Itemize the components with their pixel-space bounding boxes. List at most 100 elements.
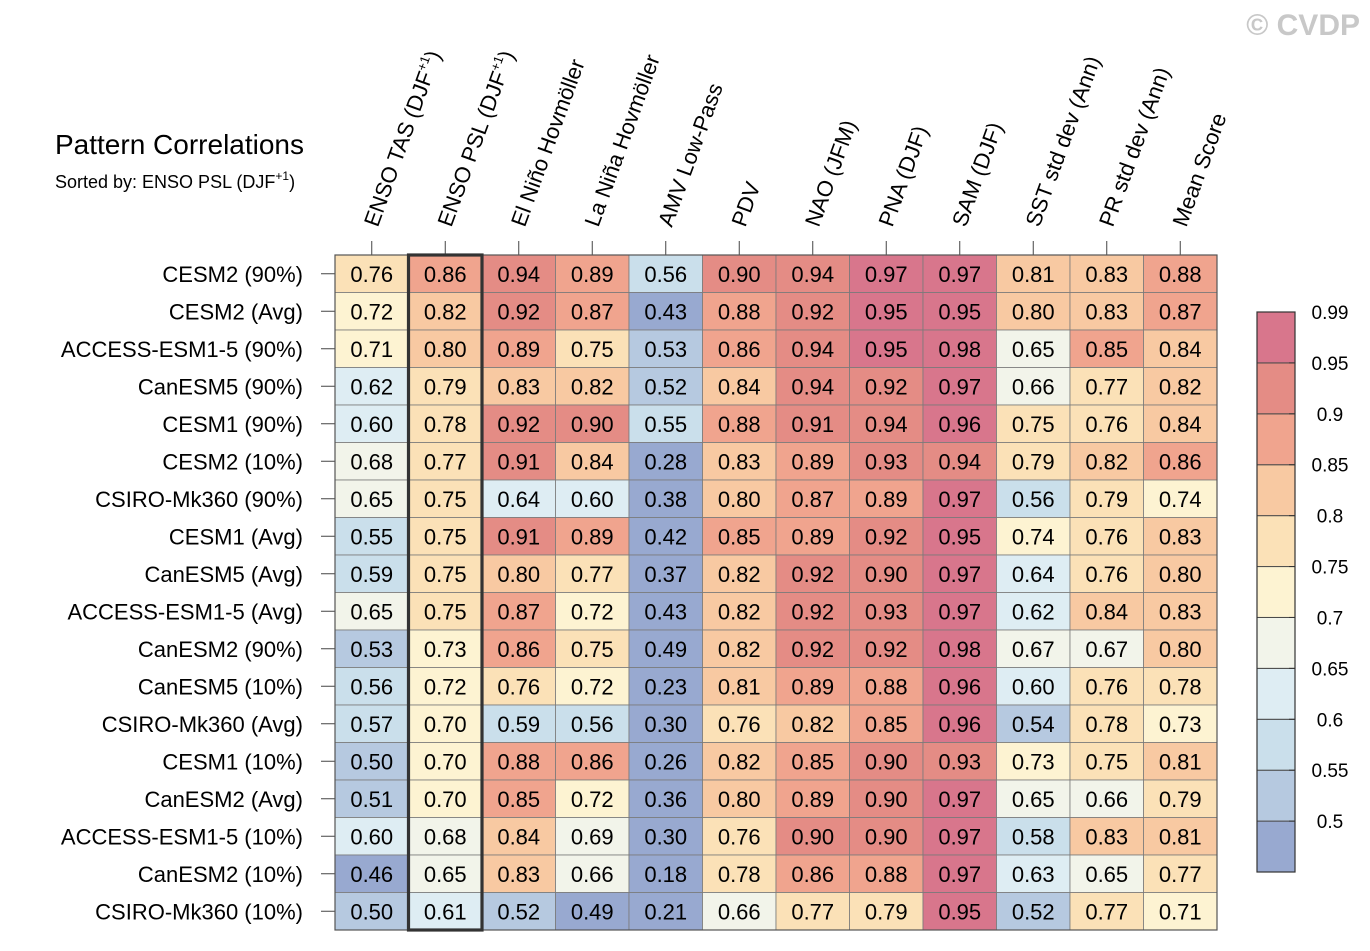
row-label-access-esm1-5-90: ACCESS-ESM1-5 (90%) [61, 337, 303, 362]
cell-value-label: 0.87 [497, 599, 540, 624]
cell-value-label: 0.92 [791, 299, 834, 324]
cell-value-label: 0.73 [1159, 712, 1202, 737]
heatmap-cell [702, 892, 777, 931]
row-label-canesm5-90: CanESM5 (90%) [138, 374, 303, 399]
heatmap-cell [628, 667, 703, 706]
row-label-canesm5-10: CanESM5 (10%) [138, 674, 303, 699]
cell-value-label: 0.83 [497, 862, 540, 887]
cell-value-label: 0.43 [644, 599, 687, 624]
heatmap-cell [628, 742, 703, 781]
heatmap-cell [702, 254, 777, 293]
cell-value-label: 0.92 [865, 524, 908, 549]
cell-value-label: 0.80 [1012, 299, 1055, 324]
cell-value-label: 0.84 [1159, 412, 1202, 437]
cell-value-label: 0.86 [791, 862, 834, 887]
cell-value-label: 0.78 [718, 862, 761, 887]
cell-value-label: 0.58 [1012, 824, 1055, 849]
heatmap-cell [996, 592, 1071, 631]
cell-value-label: 0.84 [497, 824, 540, 849]
heatmap-cell [922, 329, 997, 368]
heatmap-cell [775, 854, 850, 893]
cell-value-label: 0.64 [497, 487, 540, 512]
cell-value-label: 0.79 [1012, 449, 1055, 474]
heatmap-cell [334, 329, 409, 368]
heatmap-cell [555, 442, 630, 481]
sorted-column-highlight [406, 253, 484, 932]
grid-border [334, 254, 1218, 931]
heatmap-cell [1143, 479, 1218, 518]
heatmap-cell [849, 292, 924, 331]
heatmap-cell [628, 892, 703, 931]
heatmap-cell [702, 817, 777, 856]
cell-value-label: 0.76 [718, 712, 761, 737]
heatmap-cell [996, 442, 1071, 481]
heatmap-cell [775, 517, 850, 556]
cell-value-label: 0.69 [571, 824, 614, 849]
heatmap-cell [628, 554, 703, 593]
heatmap-cell [775, 329, 850, 368]
cell-value-label: 0.80 [497, 562, 540, 587]
cell-value-label: 0.82 [718, 599, 761, 624]
cell-value-label: 0.66 [571, 862, 614, 887]
cell-value-label: 0.72 [350, 299, 393, 324]
cell-value-label: 0.84 [718, 374, 761, 399]
cell-value-label: 0.28 [644, 449, 687, 474]
column-label-el-ni-o-hovm-ller: El Niño Hovmöller [506, 56, 590, 230]
heatmap-cell [334, 479, 409, 518]
heatmap-cell [1069, 779, 1144, 818]
cell-value-label: 0.88 [497, 749, 540, 774]
cell-value-label: 0.65 [350, 487, 393, 512]
heatmap-cell [996, 292, 1071, 331]
cell-value-label: 0.59 [497, 712, 540, 737]
cell-value-label: 0.87 [571, 299, 614, 324]
row-label-canesm2-avg: CanESM2 (Avg) [144, 787, 303, 812]
cell-value-label: 0.81 [1159, 824, 1202, 849]
cell-value-label: 0.85 [865, 712, 908, 737]
cell-value-label: 0.92 [791, 637, 834, 662]
cell-value-label: 0.95 [938, 524, 981, 549]
cell-value-label: 0.92 [497, 299, 540, 324]
cell-value-label: 0.55 [350, 524, 393, 549]
cell-value-label: 0.75 [571, 637, 614, 662]
heatmap-cell [334, 442, 409, 481]
heatmap-cell [922, 442, 997, 481]
cell-value-label: 0.65 [350, 599, 393, 624]
cell-value-label: 0.97 [938, 862, 981, 887]
cell-value-label: 0.90 [571, 412, 614, 437]
cell-value-label: 0.52 [1012, 899, 1055, 924]
heatmap-cell [996, 479, 1071, 518]
heatmap-cell [849, 742, 924, 781]
heatmap-cell [922, 704, 997, 743]
cell-value-label: 0.76 [1085, 562, 1128, 587]
row-label-csiro-mk360-avg: CSIRO-Mk360 (Avg) [102, 712, 303, 737]
cell-value-label: 0.92 [791, 599, 834, 624]
heatmap-cell [334, 592, 409, 631]
heatmap-cell [628, 779, 703, 818]
cell-value-label: 0.80 [424, 337, 467, 362]
cell-value-label: 0.71 [350, 337, 393, 362]
heatmap-cell [408, 329, 483, 368]
cell-value-label: 0.64 [1012, 562, 1055, 587]
colorbar-bin [1256, 413, 1296, 466]
heatmap-cell [775, 554, 850, 593]
colorbar-tick-label: 0.55 [1312, 761, 1349, 782]
cell-value-label: 0.82 [571, 374, 614, 399]
colorbar-tick-label: 0.8 [1317, 507, 1343, 528]
column-label-enso-psl-djf: ENSO PSL (DJF+1) [432, 47, 520, 230]
column-label-sam-djf: SAM (DJF) [947, 119, 1008, 230]
cell-value-label: 0.26 [644, 749, 687, 774]
heatmap-cell [775, 592, 850, 631]
cell-value-label: 0.30 [644, 712, 687, 737]
heatmap-cell [775, 292, 850, 331]
cell-value-label: 0.75 [424, 562, 467, 587]
heatmap-cell [1069, 479, 1144, 518]
cell-value-label: 0.77 [1159, 862, 1202, 887]
heatmap-cell [1069, 517, 1144, 556]
heatmap-cell [775, 667, 850, 706]
heatmap-cell [922, 592, 997, 631]
heatmap-cell [481, 667, 556, 706]
cell-value-label: 0.52 [497, 899, 540, 924]
cell-value-label: 0.56 [644, 262, 687, 287]
heatmap-cell [849, 817, 924, 856]
